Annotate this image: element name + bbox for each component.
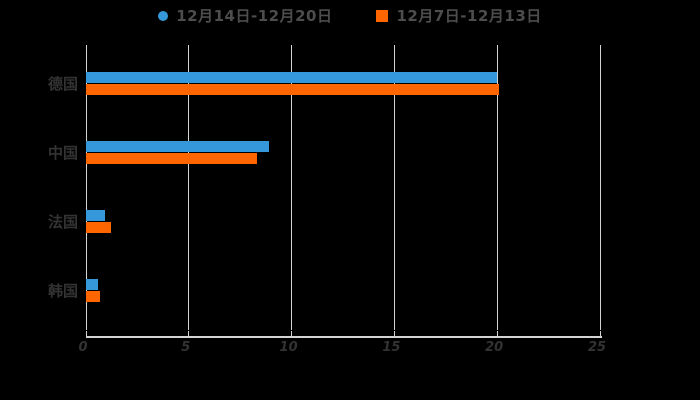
legend-item-week1[interactable]: 12月7日-12月13日 <box>376 5 541 26</box>
x-axis-tick <box>496 331 498 336</box>
x-axis-tick <box>188 331 190 336</box>
category-label: 韩国 <box>47 282 78 300</box>
bar[interactable] <box>86 291 101 302</box>
bar[interactable] <box>86 210 105 221</box>
bar[interactable] <box>86 153 257 164</box>
legend-label-week1: 12月7日-12月13日 <box>396 7 542 25</box>
x-tick-label: 10 <box>279 340 298 355</box>
gridline <box>393 45 395 330</box>
x-axis-line <box>86 336 602 338</box>
bar[interactable] <box>86 72 498 83</box>
gridline <box>599 45 601 330</box>
legend: 12月14日-12月20日 12月7日-12月13日 <box>0 5 700 26</box>
bar[interactable] <box>86 141 269 152</box>
x-tick-label: 15 <box>382 340 401 355</box>
x-tick-label: 0 <box>78 340 88 355</box>
gridline <box>85 45 87 330</box>
x-tick-label: 25 <box>587 340 607 355</box>
gridline <box>291 45 293 330</box>
category-label: 德国 <box>47 75 78 93</box>
x-axis-tick <box>85 331 87 336</box>
x-axis-tick <box>291 331 293 336</box>
category-label: 中国 <box>47 144 78 162</box>
x-tick-label: 5 <box>181 340 191 355</box>
bar[interactable] <box>86 279 99 290</box>
legend-label-week2: 12月14日-12月20日 <box>176 7 333 25</box>
x-axis-tick <box>393 331 395 336</box>
gridline <box>188 45 190 330</box>
x-tick-label: 20 <box>485 340 504 355</box>
legend-circle-icon <box>158 10 169 21</box>
bar[interactable] <box>86 84 500 95</box>
category-label: 法国 <box>47 213 78 231</box>
x-axis-tick <box>599 331 601 336</box>
legend-item-week2[interactable]: 12月14日-12月20日 <box>158 5 332 26</box>
bar[interactable] <box>86 222 111 233</box>
legend-square-icon <box>376 9 389 22</box>
gridline <box>496 45 498 330</box>
